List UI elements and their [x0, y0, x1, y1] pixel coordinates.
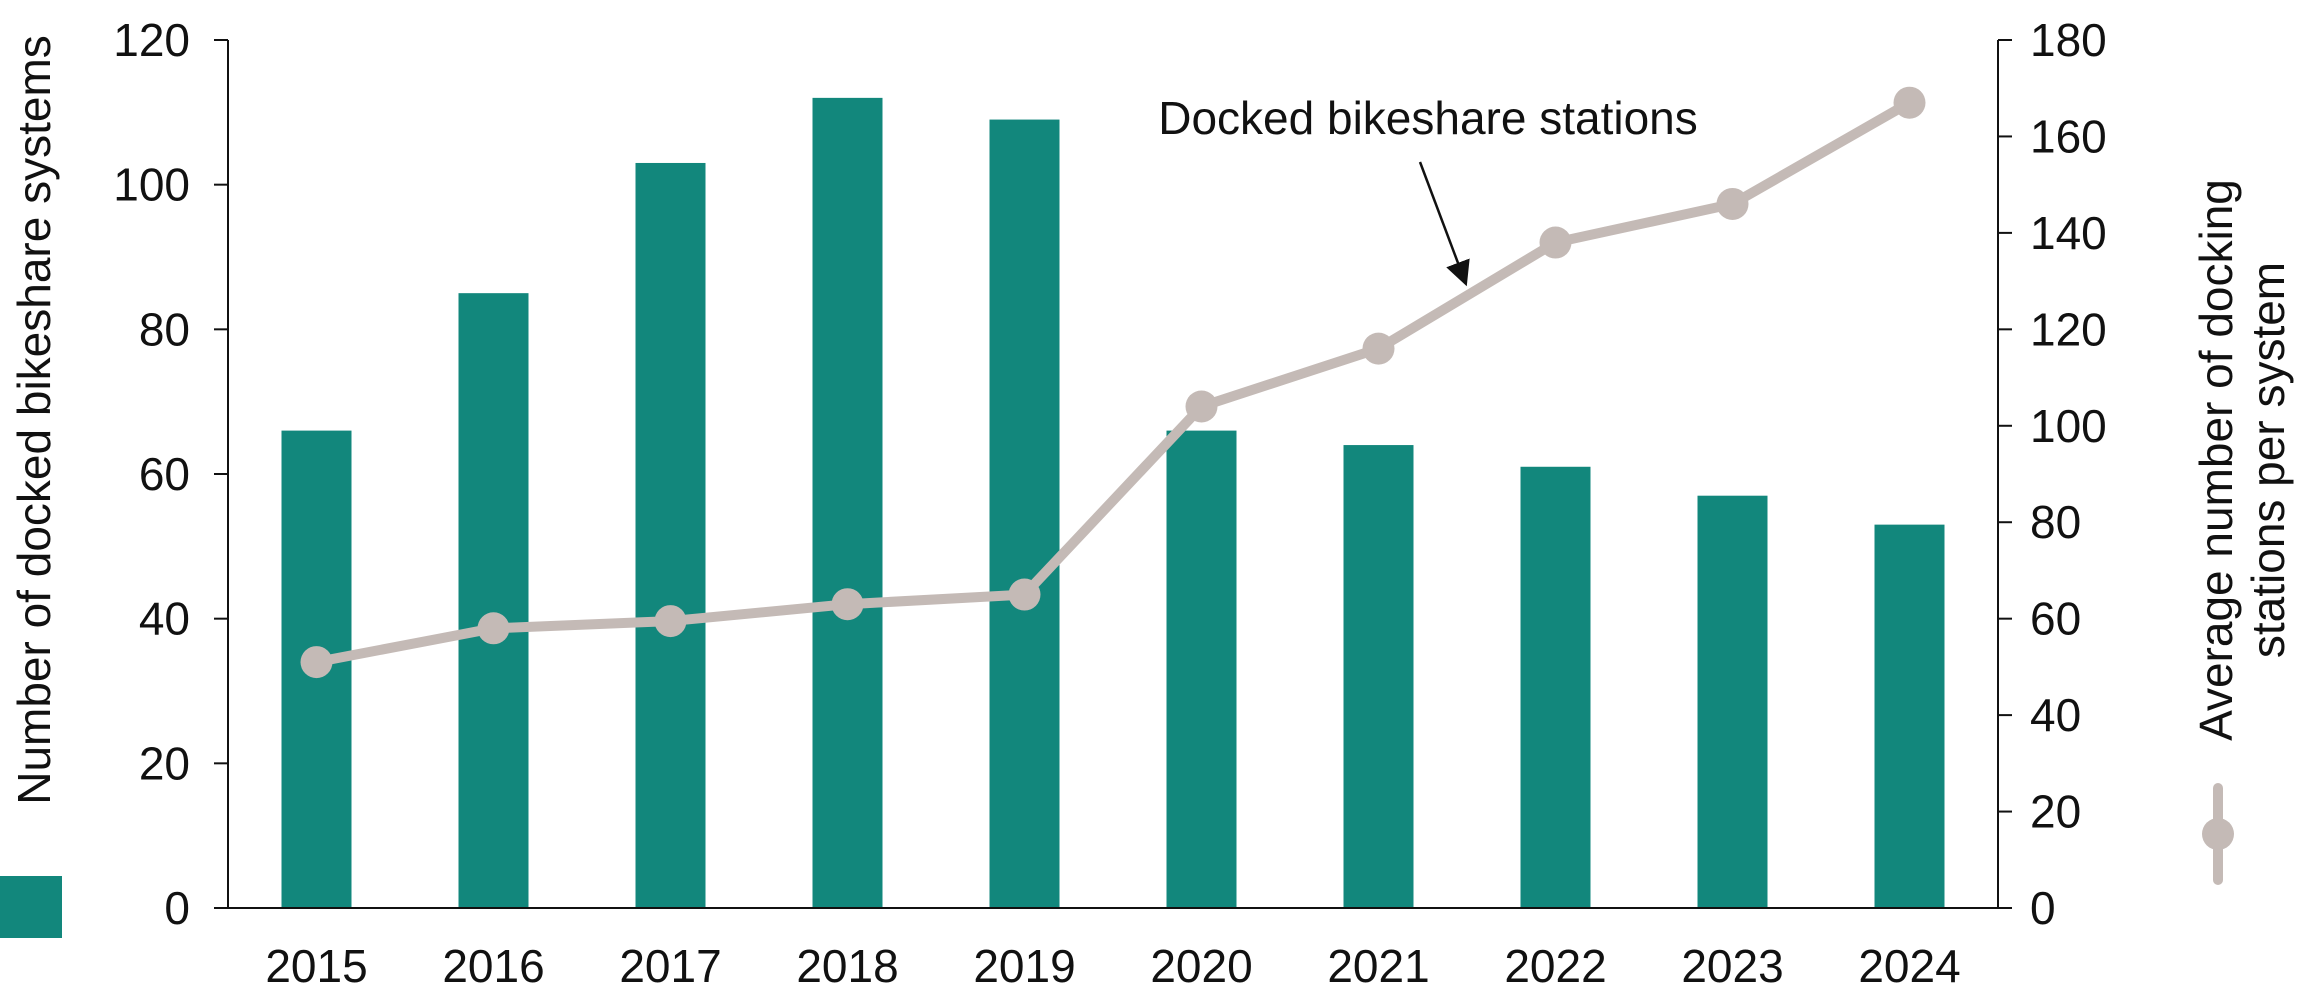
right-tick-label: 100 [2030, 400, 2107, 452]
line-point [1893, 86, 1926, 119]
bar [1874, 524, 1945, 908]
x-tick-label: 2018 [796, 940, 898, 992]
x-tick-label: 2024 [1858, 940, 1960, 992]
bar [1343, 445, 1414, 908]
right-tick-label: 120 [2030, 303, 2107, 355]
line-legend-marker [2202, 818, 2234, 850]
x-tick-label: 2017 [619, 940, 721, 992]
x-tick-label: 2022 [1504, 940, 1606, 992]
line-legend-swatch [2202, 783, 2234, 885]
bar [812, 97, 883, 908]
bar-legend-swatch [0, 876, 62, 938]
right-tick-label: 40 [2030, 689, 2081, 741]
bar [635, 162, 706, 908]
line-point [300, 646, 333, 679]
left-tick-label: 20 [139, 737, 190, 789]
bar-series [281, 97, 1945, 909]
line-point [1008, 578, 1041, 611]
bar [1166, 430, 1237, 908]
right-tick-label: 180 [2030, 14, 2107, 66]
right-axis-title-line1: Average number of docking [2190, 179, 2242, 741]
left-tick-label: 80 [139, 303, 190, 355]
line-point [654, 605, 687, 638]
tick-labels: 0 20 40 60 80 100 120 0 20 40 60 80 100 120 140 160 180 2… [113, 14, 2107, 992]
line-point [1716, 187, 1749, 220]
bar [458, 293, 529, 909]
line-path [315, 98, 1912, 667]
left-tick-label: 100 [113, 159, 190, 211]
left-tick-label: 60 [139, 448, 190, 500]
line-point [831, 588, 864, 621]
right-tick-label: 0 [2030, 882, 2056, 934]
line-point [1362, 332, 1395, 365]
right-tick-label: 80 [2030, 496, 2081, 548]
left-tick-label: 0 [164, 882, 190, 934]
annotation-arrow [1418, 161, 1470, 287]
line-point [1539, 226, 1572, 259]
right-tick-label: 60 [2030, 593, 2081, 645]
left-tick-label: 40 [139, 593, 190, 645]
x-tick-label: 2015 [265, 940, 367, 992]
right-axis-title-line2: stations per system [2242, 262, 2294, 658]
x-tick-label: 2023 [1681, 940, 1783, 992]
x-tick-label: 2020 [1150, 940, 1252, 992]
left-axis-title: Number of docked bikeshare systems [8, 35, 60, 805]
x-tick-label: 2021 [1327, 940, 1429, 992]
x-tick-label: 2019 [973, 940, 1075, 992]
x-tick-label: 2016 [442, 940, 544, 992]
bar [1697, 495, 1768, 908]
bar [989, 119, 1060, 909]
right-tick-label: 140 [2030, 207, 2107, 259]
right-tick-label: 20 [2030, 786, 2081, 838]
left-tick-label: 120 [113, 14, 190, 66]
bar [1520, 466, 1591, 908]
line-series [300, 86, 1926, 679]
line-point [1185, 390, 1218, 423]
line-point [477, 612, 510, 645]
right-tick-label: 160 [2030, 110, 2107, 162]
line-annotation: Docked bikeshare stations [1158, 92, 1698, 144]
